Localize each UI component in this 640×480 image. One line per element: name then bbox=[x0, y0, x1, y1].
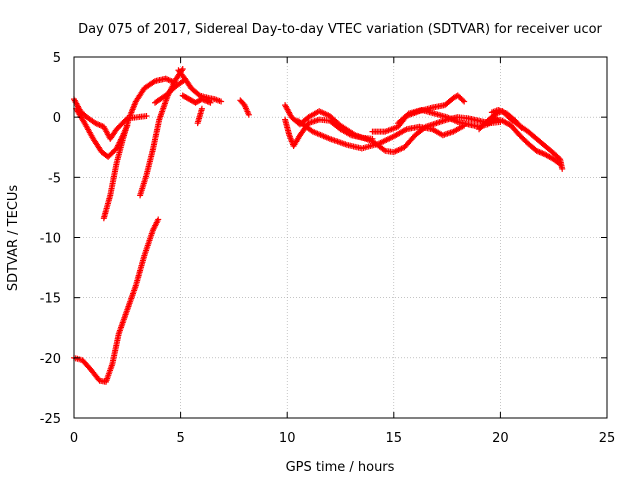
data-point bbox=[218, 98, 225, 105]
x-tick-label: 0 bbox=[70, 431, 78, 446]
y-tick-labels: -25 -20 -15 -10 -5 0 5 bbox=[40, 51, 61, 427]
data-point bbox=[557, 161, 564, 168]
data-point bbox=[179, 66, 186, 73]
data-point bbox=[143, 112, 150, 119]
x-tick-label: 10 bbox=[279, 431, 296, 446]
x-axis-label: GPS time / hours bbox=[286, 460, 395, 475]
x-tick-label: 15 bbox=[386, 431, 403, 446]
data-series bbox=[476, 108, 566, 172]
x-tick-labels: 0 5 10 15 20 25 bbox=[70, 431, 615, 446]
data-series bbox=[71, 96, 150, 142]
axis-ticks bbox=[73, 56, 608, 419]
data-point bbox=[518, 124, 525, 131]
data-point bbox=[207, 99, 214, 106]
y-tick-label: -15 bbox=[40, 292, 61, 307]
data-series bbox=[179, 92, 214, 106]
y-tick-label: 0 bbox=[53, 111, 61, 126]
data-series bbox=[71, 216, 162, 385]
data-point bbox=[555, 160, 562, 167]
data-point bbox=[461, 98, 468, 105]
x-tick-label: 20 bbox=[492, 431, 509, 446]
data-points bbox=[71, 66, 566, 385]
data-point bbox=[150, 78, 157, 85]
data-point bbox=[198, 105, 205, 112]
data-series bbox=[237, 97, 252, 118]
y-tick-label: -20 bbox=[40, 352, 61, 367]
data-series bbox=[137, 66, 186, 199]
data-point bbox=[155, 216, 162, 223]
data-point bbox=[245, 111, 252, 118]
data-series bbox=[491, 115, 564, 168]
x-tick-label: 5 bbox=[176, 431, 184, 446]
y-tick-label: -5 bbox=[48, 171, 61, 186]
y-tick-label: -25 bbox=[40, 412, 61, 427]
data-point bbox=[559, 165, 566, 172]
x-tick-label: 25 bbox=[599, 431, 616, 446]
data-series bbox=[194, 105, 205, 127]
data-point bbox=[517, 123, 524, 130]
data-point bbox=[459, 97, 466, 104]
chart-title: Day 075 of 2017, Sidereal Day-to-day VTE… bbox=[78, 22, 602, 37]
y-tick-label: 5 bbox=[53, 51, 61, 66]
data-series bbox=[488, 106, 525, 131]
y-tick-label: -10 bbox=[40, 232, 61, 247]
data-series bbox=[294, 117, 468, 152]
data-series bbox=[152, 76, 188, 106]
data-series bbox=[395, 106, 500, 130]
data-series bbox=[100, 75, 178, 222]
grid-lines bbox=[74, 57, 607, 418]
y-axis-label: SDTVAR / TECUs bbox=[6, 185, 21, 292]
